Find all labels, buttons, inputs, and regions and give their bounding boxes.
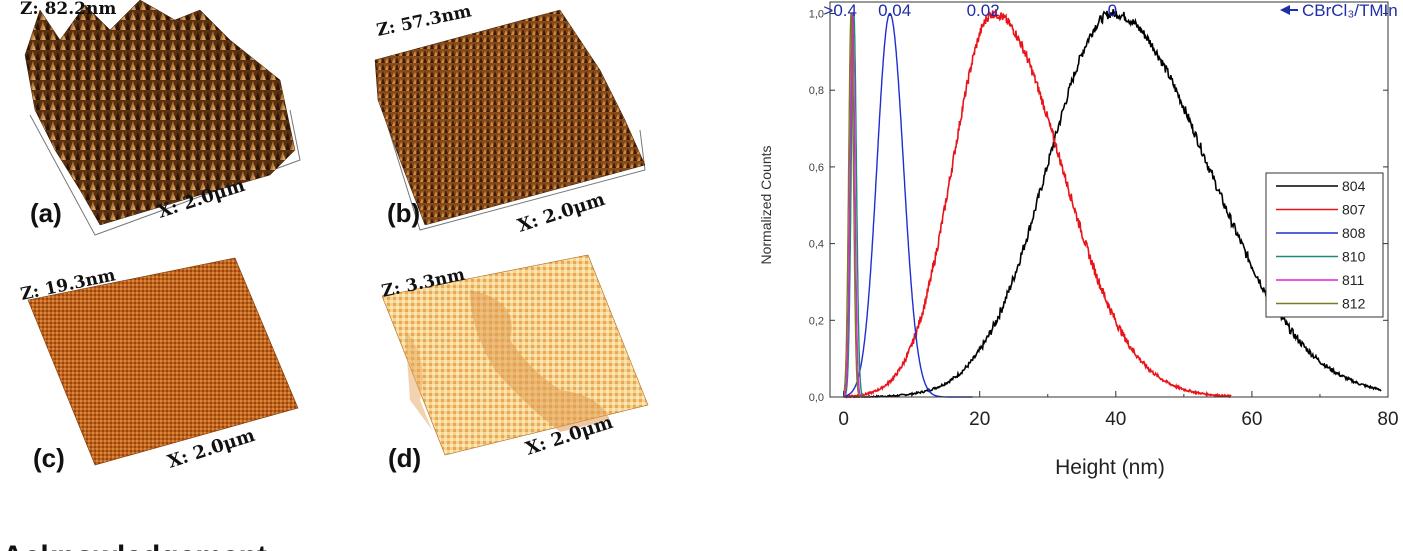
x-axis-title: Height (nm): [1055, 456, 1165, 479]
afm-dark-domain: [470, 290, 610, 432]
afm-panel-label: (a): [30, 198, 62, 228]
afm-surface-a: [24, 0, 296, 226]
legend-label-810: 810: [1342, 249, 1366, 265]
afm-dark-domain: [405, 330, 432, 430]
y-ticks: 0,0 0,2 0,4 0,6 0,8 1,0: [809, 9, 1388, 404]
y-axis-title: Normalized Counts: [758, 145, 774, 264]
y-tick-label: 0,0: [809, 392, 824, 404]
ratio-legend: CBrCl₃/TMIn ratio: [1280, 1, 1403, 20]
legend-label-812: 812: [1342, 296, 1366, 312]
caption-fragment: Acknowledgement: [2, 540, 267, 551]
legend-box: [1265, 172, 1384, 318]
ratio-annotation: 0.04: [878, 1, 911, 20]
plot-frame: [829, 1, 1389, 398]
ratio-annotations: >0.4 0.04 0.02 0: [823, 1, 1117, 20]
x-tick-label: 0: [838, 409, 849, 430]
series-line-804: [843, 9, 1382, 399]
legend: 804 807 808 810 811 812: [1265, 172, 1384, 318]
height-histogram-chart: 0,0 0,2 0,4 0,6 0,8 1,0 0 20 40 60 80 Normalized …: [758, 1, 1403, 479]
afm-base-outline: [29, 109, 301, 236]
afm-panel-a: Z: 82.2nm (a) X: 2.0μm: [20, 0, 301, 236]
legend-label-804: 804: [1342, 178, 1366, 194]
series-line-807: [843, 9, 1232, 399]
ratio-annotation: 0.02: [967, 1, 1000, 20]
afm-base-outline: [377, 94, 646, 231]
afm-surface-b: [374, 9, 646, 226]
afm-panel-c: Z: 19.3nm (c) X: 2.0μm: [19, 257, 299, 473]
left-arrow-icon: [1280, 5, 1290, 15]
legend-label-807: 807: [1342, 202, 1366, 218]
ratio-title: CBrCl₃/TMIn ratio: [1302, 1, 1403, 20]
legend-label-811: 811: [1342, 272, 1365, 288]
x-tick-label: 60: [1241, 409, 1262, 430]
afm-panel-b: Z: 57.3nm (b) X: 2.0μm: [374, 1, 646, 237]
afm-panel-d: Z: 3.3nm (d) X: 2.0μm: [380, 254, 649, 473]
y-tick-label: 0,6: [809, 162, 824, 174]
x-ticks: 0 20 40 60 80: [838, 391, 1399, 430]
afm-z-label: Z: 57.3nm: [375, 1, 473, 41]
y-tick-label: 1,0: [809, 9, 824, 21]
x-tick-label: 20: [969, 409, 990, 430]
ratio-annotation: 0: [1108, 1, 1117, 20]
afm-z-label: Z: 82.2nm: [20, 0, 116, 19]
ratio-annotation: >0.4: [823, 1, 857, 20]
legend-label-808: 808: [1342, 225, 1366, 241]
y-tick-label: 0,8: [809, 85, 824, 97]
afm-panel-label: (b): [387, 198, 420, 228]
afm-panel-label: (c): [33, 443, 65, 473]
afm-surface-c: [27, 257, 299, 466]
x-tick-label: 40: [1105, 409, 1126, 430]
x-tick-label: 80: [1377, 409, 1398, 430]
y-tick-label: 0,4: [809, 239, 824, 251]
afm-panel-label: (d): [388, 443, 421, 473]
y-tick-label: 0,2: [809, 315, 824, 327]
series-line-808: [843, 12, 973, 398]
